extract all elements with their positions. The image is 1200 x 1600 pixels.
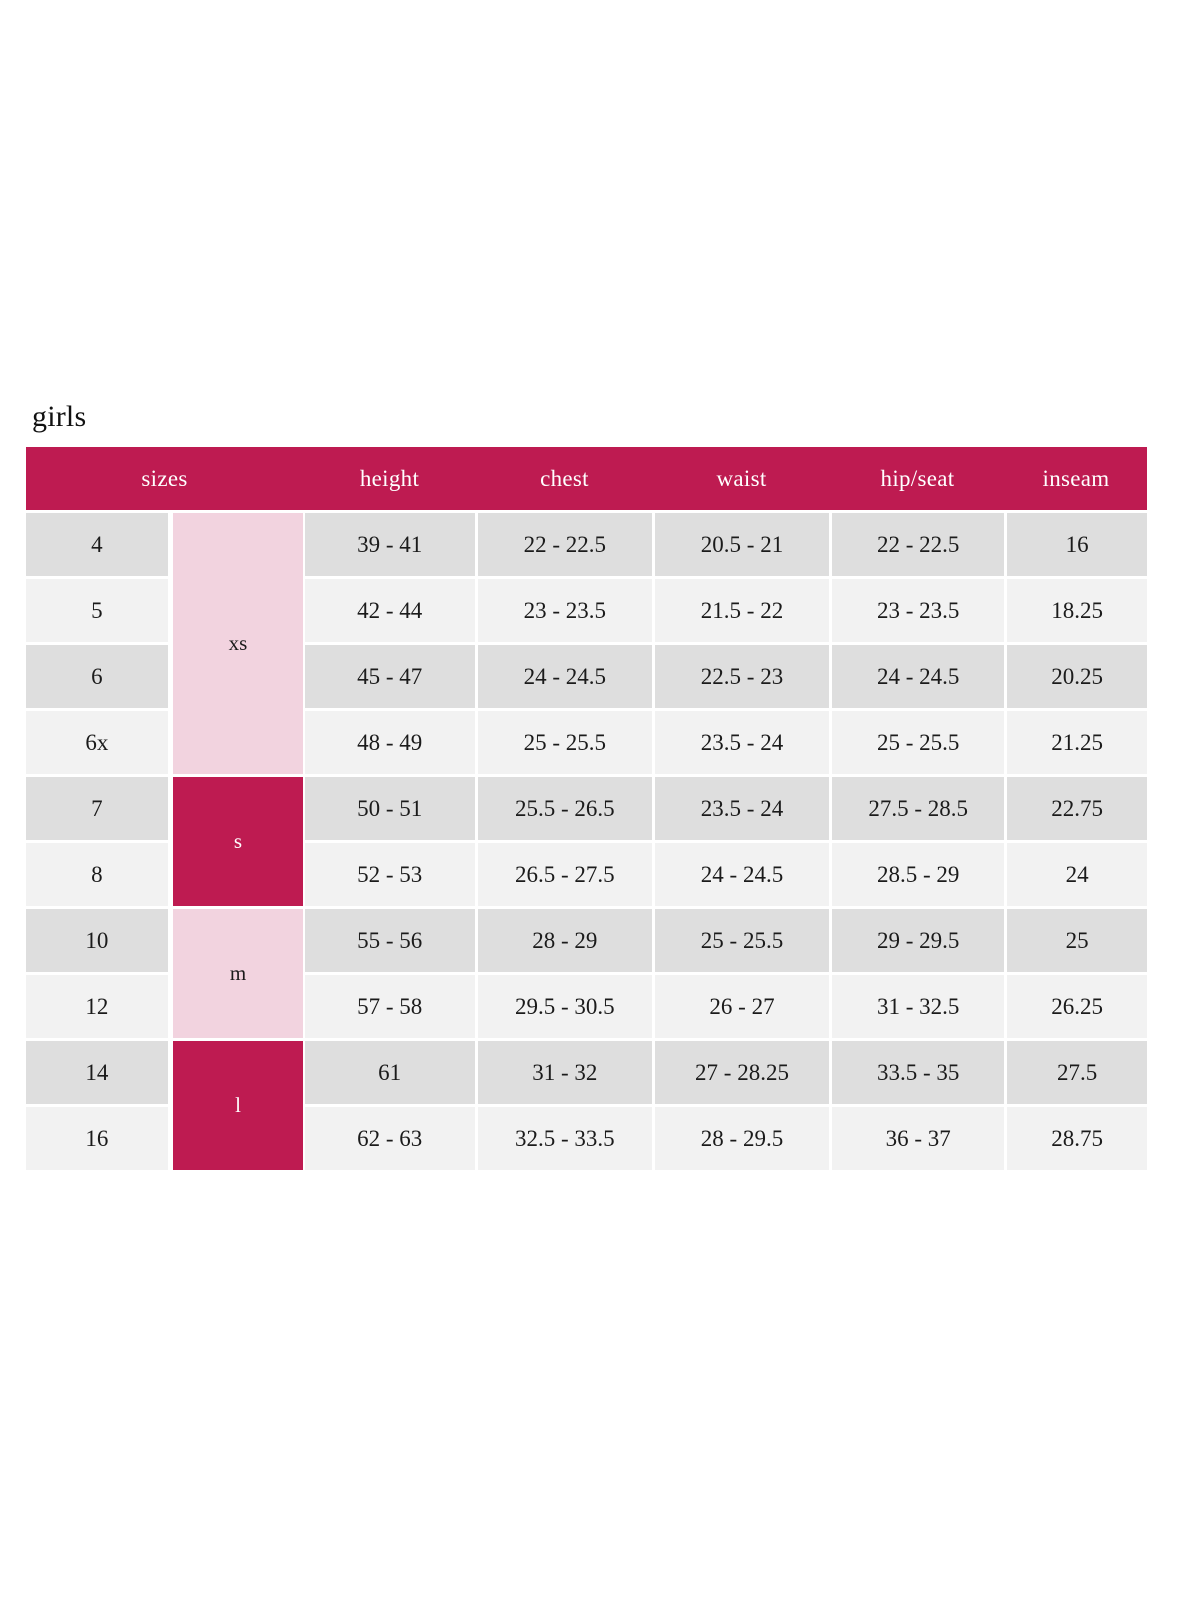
cell-size: 10	[26, 909, 168, 972]
table-row: 16 62 - 63 32.5 - 33.5 28 - 29.5 36 - 37 28.7…	[26, 1107, 1147, 1170]
cell-height: 57 - 58	[304, 975, 475, 1038]
cell-hip-seat: 31 - 32.5	[832, 975, 1005, 1038]
cell-inseam: 24	[1007, 843, 1147, 906]
cell-hip-seat: 33.5 - 35	[832, 1041, 1005, 1104]
cell-hip-seat: 24 - 24.5	[832, 645, 1005, 708]
cell-waist: 23.5 - 24	[654, 711, 830, 774]
size-group-cell: xs	[173, 513, 303, 774]
size-group-column: xs s m l	[173, 513, 303, 1170]
table-row: 12 57 - 58 29.5 - 30.5 26 - 27 31 - 32.5 26.2…	[26, 975, 1147, 1038]
cell-height: 42 - 44	[304, 579, 475, 642]
cell-chest: 32.5 - 33.5	[477, 1107, 652, 1170]
cell-height: 52 - 53	[304, 843, 475, 906]
cell-size: 6	[26, 645, 168, 708]
cell-size: 12	[26, 975, 168, 1038]
cell-chest: 25 - 25.5	[477, 711, 652, 774]
cell-size: 4	[26, 513, 168, 576]
cell-inseam: 27.5	[1007, 1041, 1147, 1104]
cell-height: 45 - 47	[304, 645, 475, 708]
cell-waist: 23.5 - 24	[654, 777, 830, 840]
table-header-row: sizes height chest waist hip/seat inseam	[26, 447, 1147, 510]
table-row: 5 42 - 44 23 - 23.5 21.5 - 22 23 - 23.5 18.25	[26, 579, 1147, 642]
cell-height: 48 - 49	[304, 711, 475, 774]
column-header-height: height	[359, 465, 420, 491]
table-row: 14 61 31 - 32 27 - 28.25 33.5 - 35 27.5	[26, 1041, 1147, 1104]
cell-hip-seat: 27.5 - 28.5	[832, 777, 1005, 840]
cell-waist: 24 - 24.5	[654, 843, 830, 906]
cell-chest: 26.5 - 27.5	[477, 843, 652, 906]
cell-chest: 29.5 - 30.5	[477, 975, 652, 1038]
table-row: 7 50 - 51 25.5 - 26.5 23.5 - 24 27.5 - 28.5 2…	[26, 777, 1147, 840]
table-row: 4 39 - 41 22 - 22.5 20.5 - 21 22 - 22.5 16	[26, 513, 1147, 576]
table-row: 8 52 - 53 26.5 - 27.5 24 - 24.5 28.5 - 29 24	[26, 843, 1147, 906]
cell-hip-seat: 23 - 23.5	[832, 579, 1005, 642]
cell-size: 16	[26, 1107, 168, 1170]
cell-inseam: 21.25	[1007, 711, 1147, 774]
cell-waist: 25 - 25.5	[654, 909, 830, 972]
column-header-waist: waist	[716, 465, 767, 491]
cell-inseam: 25	[1007, 909, 1147, 972]
cell-size: 6x	[26, 711, 168, 774]
cell-size: 14	[26, 1041, 168, 1104]
cell-waist: 22.5 - 23	[654, 645, 830, 708]
cell-hip-seat: 29 - 29.5	[832, 909, 1005, 972]
cell-hip-seat: 25 - 25.5	[832, 711, 1005, 774]
table-row: 6 45 - 47 24 - 24.5 22.5 - 23 24 - 24.5 20.25	[26, 645, 1147, 708]
cell-chest: 31 - 32	[477, 1041, 652, 1104]
cell-height: 55 - 56	[304, 909, 475, 972]
table-body: xs s m l 4 39 - 41 22 - 22.5 20.5 - 21 22 - 22.…	[26, 513, 1147, 1170]
cell-waist: 21.5 - 22	[654, 579, 830, 642]
cell-chest: 28 - 29	[477, 909, 652, 972]
cell-inseam: 26.25	[1007, 975, 1147, 1038]
cell-height: 50 - 51	[304, 777, 475, 840]
cell-inseam: 28.75	[1007, 1107, 1147, 1170]
cell-hip-seat: 28.5 - 29	[832, 843, 1005, 906]
size-group-cell: s	[173, 777, 303, 906]
cell-chest: 23 - 23.5	[477, 579, 652, 642]
cell-height: 39 - 41	[304, 513, 475, 576]
cell-height: 61	[304, 1041, 475, 1104]
size-group-cell: l	[173, 1041, 303, 1170]
cell-inseam: 22.75	[1007, 777, 1147, 840]
cell-waist: 26 - 27	[654, 975, 830, 1038]
column-header-inseam: inseam	[1042, 465, 1110, 491]
cell-size: 8	[26, 843, 168, 906]
size-chart-table: sizes height chest waist hip/seat inseam…	[26, 447, 1147, 1170]
cell-height: 62 - 63	[304, 1107, 475, 1170]
cell-hip-seat: 22 - 22.5	[832, 513, 1005, 576]
column-header-sizes: sizes	[141, 465, 188, 491]
cell-hip-seat: 36 - 37	[832, 1107, 1005, 1170]
column-header-hip-seat: hip/seat	[880, 465, 955, 491]
cell-waist: 27 - 28.25	[654, 1041, 830, 1104]
table-row: 6x 48 - 49 25 - 25.5 23.5 - 24 25 - 25.5 21.2…	[26, 711, 1147, 774]
page-title: girls	[32, 400, 87, 433]
cell-chest: 24 - 24.5	[477, 645, 652, 708]
cell-inseam: 18.25	[1007, 579, 1147, 642]
cell-inseam: 16	[1007, 513, 1147, 576]
cell-chest: 22 - 22.5	[477, 513, 652, 576]
table-row: 10 55 - 56 28 - 29 25 - 25.5 29 - 29.5 25	[26, 909, 1147, 972]
column-header-chest: chest	[540, 465, 589, 491]
cell-waist: 20.5 - 21	[654, 513, 830, 576]
cell-inseam: 20.25	[1007, 645, 1147, 708]
cell-waist: 28 - 29.5	[654, 1107, 830, 1170]
cell-size: 5	[26, 579, 168, 642]
cell-size: 7	[26, 777, 168, 840]
size-group-cell: m	[173, 909, 303, 1038]
cell-chest: 25.5 - 26.5	[477, 777, 652, 840]
